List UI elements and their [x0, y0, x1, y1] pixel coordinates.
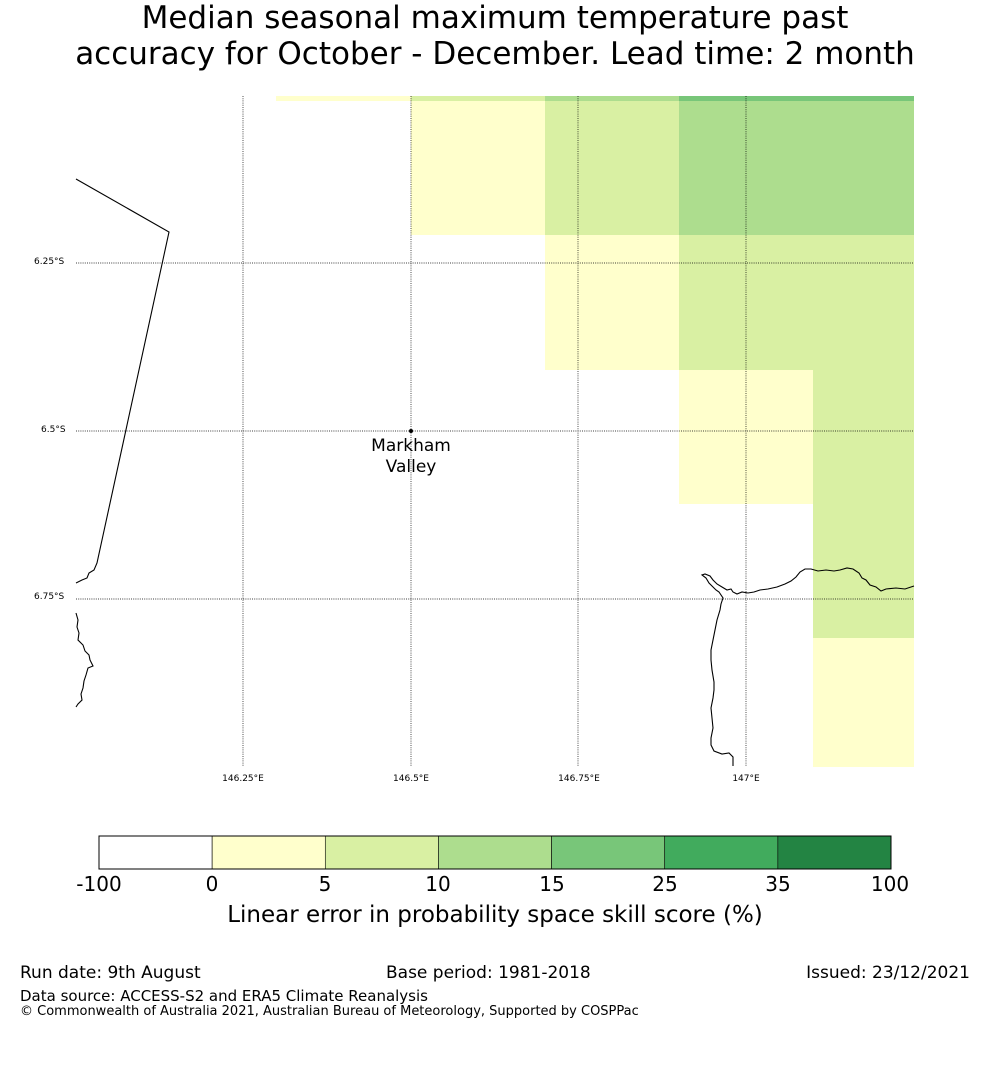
run-date: Run date: 9th August: [20, 963, 201, 983]
colorbar-tick: 25: [652, 872, 678, 896]
colorbar-label: Linear error in probability space skill …: [227, 902, 763, 928]
colorbar-tick: 100: [870, 872, 910, 896]
colorbar-tick: 15: [539, 872, 565, 896]
grid-cell: [545, 96, 679, 101]
colorbar-segment: [777, 835, 892, 870]
colorbar-tick: 0: [205, 872, 219, 896]
issued-date: Issued: 23/12/2021: [806, 963, 970, 983]
colorbar-segment: [551, 835, 666, 870]
colorbar-segment: [324, 835, 439, 870]
location-marker: [409, 429, 413, 433]
lon-label: 146.25°E: [222, 774, 264, 784]
colorbar-segment: [98, 835, 213, 870]
data-source: Data source: ACCESS-S2 and ERA5 Climate …: [20, 987, 428, 1005]
colorbar-segment: [664, 835, 779, 870]
grid-cell: [276, 96, 411, 101]
lon-label: 146.75°E: [558, 774, 600, 784]
colorbar-segment: [211, 835, 326, 870]
colorbar-frame: [98, 835, 892, 870]
place-name-line2: Valley: [385, 457, 437, 477]
map-title-line1: Median seasonal maximum temperature past: [141, 0, 849, 36]
map-title: Median seasonal maximum temperature past…: [0, 0, 990, 72]
colorbar-tick: 10: [425, 872, 451, 896]
grid-cell: [545, 101, 679, 235]
grid-cell: [679, 96, 914, 101]
base-period: Base period: 1981-2018: [386, 963, 591, 983]
place-label: Markham Valley: [371, 436, 451, 478]
grid-cell: [411, 96, 545, 101]
coastline-west: [75, 178, 170, 584]
grid-cell: [411, 101, 545, 235]
coastline-gulf: [700, 567, 915, 766]
map-title-line2: accuracy for October - December. Lead ti…: [75, 36, 915, 72]
colorbar-tick: 5: [318, 872, 332, 896]
colorbar-segment: [438, 835, 552, 870]
grid-cell: [679, 101, 914, 235]
skill-grid: [276, 96, 914, 767]
lat-label: 6.25°S: [34, 257, 65, 267]
lon-label: 146.5°E: [393, 774, 429, 784]
graticule: [76, 96, 914, 767]
grid-cell: [813, 638, 914, 767]
grid-cell: [545, 235, 679, 370]
colorbar: [98, 835, 892, 870]
copyright: © Commonwealth of Australia 2021, Austra…: [20, 1004, 639, 1019]
colorbar-tick: -100: [76, 872, 122, 896]
grid-cell: [813, 370, 914, 638]
lat-label: 6.5°S: [41, 425, 66, 435]
grid-cell: [679, 235, 914, 370]
colorbar-tick: 35: [765, 872, 791, 896]
lat-label: 6.75°S: [34, 592, 65, 602]
coastline-southwest: [75, 612, 94, 708]
coastline: [75, 178, 915, 766]
lon-label: 147°E: [732, 774, 760, 784]
place-name-line1: Markham: [371, 436, 451, 456]
